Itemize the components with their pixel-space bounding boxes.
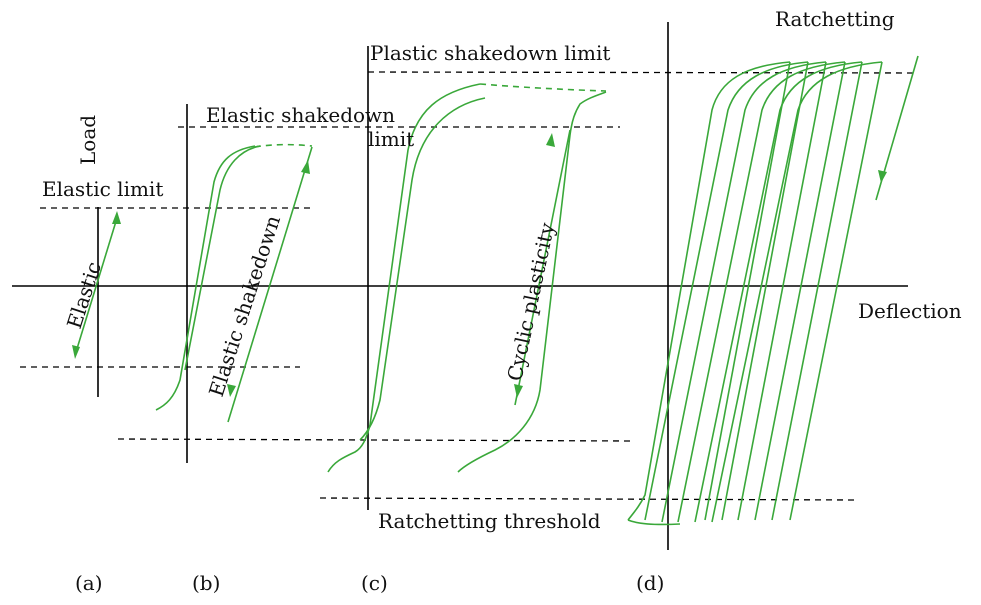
elastic-shakedown-curve — [155, 143, 313, 423]
elastic-shakedown-limit-label: Elastic shakedown — [206, 103, 395, 127]
panel-label-d: (d) — [636, 571, 664, 595]
ratchetting-threshold-label: Ratchetting threshold — [378, 509, 601, 533]
panel-label-b: (b) — [192, 571, 220, 595]
plastic-shakedown-limit-line — [367, 71, 919, 74]
elastic-curve — [72, 211, 121, 359]
deflection-axis-label: Deflection — [858, 299, 962, 323]
load-axis-label: Load — [76, 115, 100, 165]
ratchetting-threshold-line — [319, 497, 859, 501]
elastic-regime-label: Elastic — [62, 259, 106, 332]
elastic-shakedown-negative-line — [117, 438, 633, 442]
ratchetting-curve — [627, 55, 919, 526]
elastic-shakedown-limit-label-2: limit — [368, 127, 414, 151]
ratchetting-regime-label: Ratchetting — [775, 7, 895, 31]
elastic-shakedown-regime-label: Elastic shakedown — [204, 212, 285, 399]
panel-label-c: (c) — [361, 571, 388, 595]
elastic-limit-label: Elastic limit — [42, 177, 163, 201]
panel-label-a: (a) — [75, 571, 103, 595]
cyclic-plasticity-curve — [327, 83, 607, 473]
plastic-shakedown-limit-label: Plastic shakedown limit — [370, 41, 610, 65]
